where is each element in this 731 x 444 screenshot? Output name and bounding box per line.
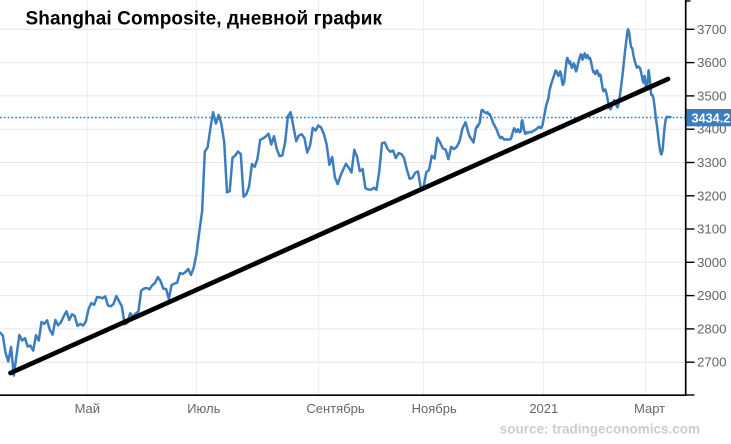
- svg-text:3500: 3500: [697, 88, 727, 103]
- svg-text:source: tradingeconomics.com: source: tradingeconomics.com: [500, 422, 700, 437]
- svg-text:3700: 3700: [697, 22, 727, 37]
- svg-text:Ноябрь: Ноябрь: [412, 401, 457, 416]
- svg-text:3200: 3200: [697, 188, 727, 203]
- svg-text:Май: Май: [75, 401, 100, 416]
- svg-text:3434.2: 3434.2: [692, 111, 731, 125]
- svg-text:Июль: Июль: [187, 401, 220, 416]
- svg-text:Сентябрь: Сентябрь: [306, 401, 364, 416]
- svg-text:2700: 2700: [697, 355, 727, 370]
- svg-text:2800: 2800: [697, 321, 727, 336]
- svg-text:Shanghai Composite, дневной гр: Shanghai Composite, дневной график: [26, 8, 383, 29]
- svg-text:3000: 3000: [697, 255, 727, 270]
- svg-text:3600: 3600: [697, 55, 727, 70]
- svg-text:3300: 3300: [697, 155, 727, 170]
- svg-text:3100: 3100: [697, 222, 727, 237]
- svg-text:Март: Март: [634, 401, 665, 416]
- svg-text:2021: 2021: [529, 401, 558, 416]
- svg-text:2900: 2900: [697, 288, 727, 303]
